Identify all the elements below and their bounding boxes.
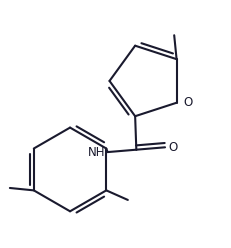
Text: O: O [183, 96, 192, 109]
Text: O: O [169, 141, 178, 154]
Text: NH: NH [88, 146, 105, 158]
